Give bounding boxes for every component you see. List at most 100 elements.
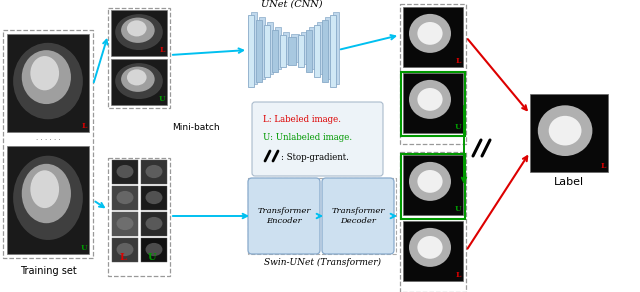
- Bar: [112, 212, 138, 236]
- Ellipse shape: [115, 14, 163, 50]
- Bar: [530, 94, 608, 172]
- Ellipse shape: [115, 63, 163, 99]
- Bar: [288, 37, 296, 65]
- Text: U: U: [148, 253, 156, 263]
- Bar: [403, 73, 463, 133]
- Ellipse shape: [116, 243, 134, 256]
- Text: U: U: [454, 123, 461, 131]
- Text: U: U: [454, 205, 461, 213]
- Bar: [108, 158, 170, 276]
- Ellipse shape: [116, 217, 134, 230]
- Bar: [272, 30, 278, 72]
- Text: L: L: [159, 46, 165, 54]
- FancyBboxPatch shape: [322, 178, 394, 254]
- Text: UNet (CNN): UNet (CNN): [261, 0, 323, 9]
- Bar: [7, 146, 89, 254]
- Bar: [330, 15, 336, 87]
- Bar: [322, 20, 328, 82]
- Ellipse shape: [30, 56, 59, 90]
- Bar: [111, 10, 167, 56]
- Ellipse shape: [116, 191, 134, 204]
- Bar: [141, 238, 167, 262]
- Ellipse shape: [417, 236, 443, 259]
- Text: Training set: Training set: [20, 266, 76, 276]
- Bar: [283, 32, 289, 64]
- Text: L: L: [120, 253, 127, 263]
- Text: Transformer
Encoder: Transformer Encoder: [257, 207, 310, 225]
- Text: U: U: [81, 244, 87, 252]
- Bar: [112, 186, 138, 210]
- Bar: [141, 186, 167, 210]
- Bar: [298, 35, 304, 67]
- Bar: [333, 12, 339, 84]
- Text: Label: Label: [554, 177, 584, 187]
- Bar: [141, 160, 167, 184]
- Ellipse shape: [538, 105, 593, 156]
- Text: L: L: [82, 122, 87, 130]
- Text: U: U: [158, 95, 165, 103]
- Bar: [317, 22, 323, 74]
- Ellipse shape: [22, 164, 71, 223]
- Bar: [112, 238, 138, 262]
- Bar: [291, 34, 299, 62]
- Bar: [108, 8, 170, 108]
- Text: : Stop-gradient.: : Stop-gradient.: [281, 152, 349, 161]
- Ellipse shape: [145, 217, 163, 230]
- Bar: [400, 152, 466, 292]
- Ellipse shape: [22, 50, 71, 104]
- Ellipse shape: [409, 162, 451, 201]
- Bar: [7, 34, 89, 132]
- Ellipse shape: [417, 88, 443, 111]
- Bar: [401, 72, 465, 136]
- Ellipse shape: [13, 156, 83, 240]
- Bar: [325, 17, 331, 79]
- Bar: [403, 7, 463, 67]
- Bar: [112, 160, 138, 184]
- Text: Mini-batch: Mini-batch: [172, 124, 220, 133]
- Bar: [248, 15, 254, 87]
- Bar: [256, 20, 262, 82]
- Ellipse shape: [409, 228, 451, 267]
- Bar: [264, 25, 270, 77]
- FancyBboxPatch shape: [248, 178, 320, 254]
- Ellipse shape: [409, 80, 451, 119]
- Text: L: L: [456, 271, 461, 279]
- Ellipse shape: [121, 18, 155, 43]
- Bar: [403, 155, 463, 215]
- Bar: [141, 212, 167, 236]
- Ellipse shape: [30, 170, 59, 208]
- Bar: [314, 25, 320, 77]
- Bar: [301, 32, 307, 64]
- Bar: [267, 22, 273, 74]
- Ellipse shape: [409, 14, 451, 53]
- Bar: [111, 59, 167, 105]
- Ellipse shape: [417, 170, 443, 193]
- Ellipse shape: [145, 191, 163, 204]
- Bar: [306, 30, 312, 72]
- Ellipse shape: [145, 243, 163, 256]
- Bar: [400, 4, 466, 144]
- Text: Swin-UNet (Transformer): Swin-UNet (Transformer): [264, 258, 381, 267]
- Text: L: L: [600, 162, 606, 170]
- Bar: [280, 35, 286, 67]
- Text: U: Unlabeled image.: U: Unlabeled image.: [263, 133, 352, 142]
- Bar: [403, 221, 463, 281]
- Ellipse shape: [127, 20, 147, 36]
- Bar: [259, 17, 265, 79]
- Ellipse shape: [417, 22, 443, 45]
- Ellipse shape: [121, 67, 155, 92]
- Bar: [3, 30, 93, 258]
- Bar: [248, 178, 396, 254]
- Bar: [309, 27, 315, 69]
- Ellipse shape: [145, 165, 163, 178]
- Ellipse shape: [13, 43, 83, 119]
- FancyBboxPatch shape: [252, 102, 383, 176]
- Text: L: L: [456, 57, 461, 65]
- Bar: [401, 154, 465, 219]
- Ellipse shape: [548, 116, 582, 145]
- Text: Transformer
Decoder: Transformer Decoder: [332, 207, 385, 225]
- Ellipse shape: [116, 165, 134, 178]
- Bar: [275, 27, 281, 69]
- Bar: [251, 12, 257, 84]
- Text: . . . . . .: . . . . . .: [36, 135, 60, 141]
